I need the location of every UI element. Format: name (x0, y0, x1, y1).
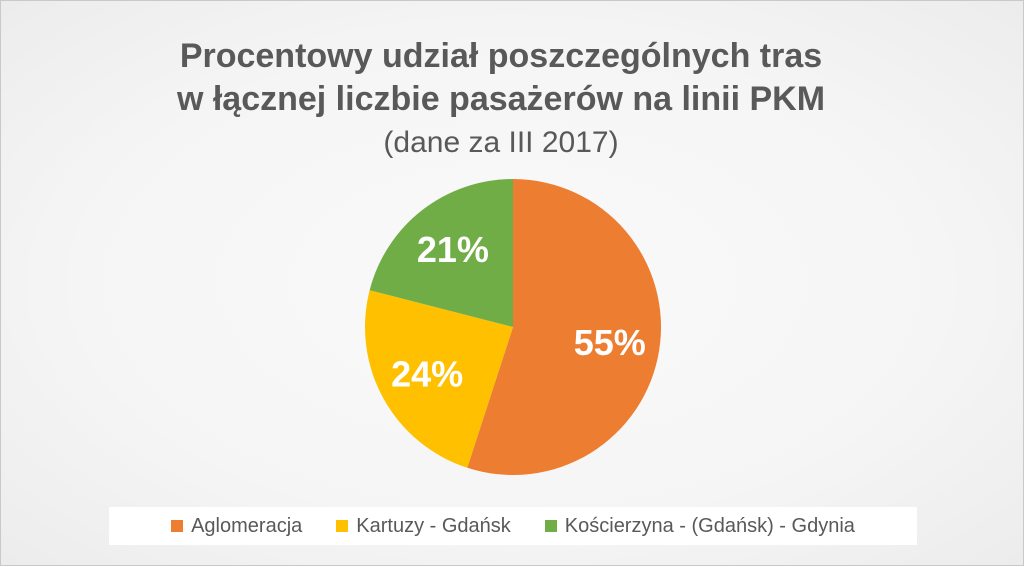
chart-title-line-1: Procentowy udział poszczególnych tras (179, 37, 823, 75)
chart-legend: Aglomeracja Kartuzy - Gdańsk Kościerzyna… (109, 507, 917, 545)
pie-slice-koscierzyna-gdansk-gdynia (369, 179, 513, 327)
pie-label-kartuzy-gdansk: 24% (391, 354, 463, 395)
legend-label-aglomeracja: Aglomeracja (191, 514, 303, 537)
legend-label-kartuzy: Kartuzy - Gdańsk (356, 514, 511, 537)
legend-swatch-kartuzy (336, 520, 349, 532)
pie-slices (365, 179, 661, 475)
chart-title: Procentowy udział poszczególnych tras w … (1, 35, 1001, 121)
pie-label-koscierzyna-gdansk-gdynia: 21% (417, 229, 489, 270)
pie-slice-aglomeracja (467, 179, 661, 475)
pie-slice-kartuzy-gdansk (365, 290, 513, 468)
legend-swatch-aglomeracja (171, 520, 184, 532)
legend-item-aglomeracja: Aglomeracja (171, 515, 302, 538)
chart-subtitle: (dane za III 2017) (383, 126, 619, 159)
legend-label-koscierzyna: Kościerzyna - (Gdańsk) - Gdynia (564, 514, 855, 537)
pie-labels: 55% 24% 21% (391, 229, 646, 395)
legend-item-koscierzyna: Kościerzyna - (Gdańsk) - Gdynia (544, 514, 855, 538)
legend-swatch-koscierzyna (544, 520, 557, 532)
legend-item-kartuzy: Kartuzy - Gdańsk (336, 515, 511, 538)
chart-title-line-2: w łącznej liczbie pasażerów na linii PKM (176, 80, 826, 118)
pie-label-aglomeracja: 55% (574, 322, 646, 363)
